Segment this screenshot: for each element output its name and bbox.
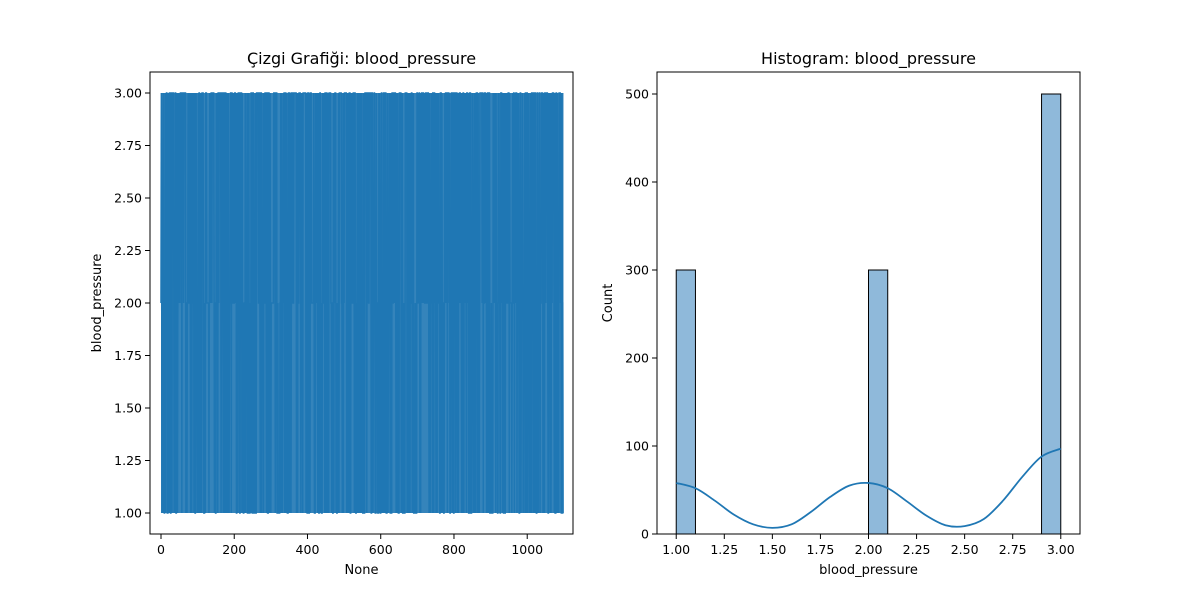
histogram-bar bbox=[868, 269, 889, 535]
line-chart-x-axis: 0 200 400 600 800 1000 bbox=[157, 534, 543, 557]
y-tick-label: 1.50 bbox=[114, 401, 142, 416]
line-chart-x-label: None bbox=[345, 563, 379, 578]
y-tick-label: 100 bbox=[625, 439, 649, 454]
y-tick-label: 2.50 bbox=[114, 191, 142, 206]
y-tick-label: 300 bbox=[625, 263, 649, 278]
histogram-bar bbox=[1041, 93, 1062, 535]
histogram-x-label: blood_pressure bbox=[819, 563, 918, 578]
x-tick-label: 800 bbox=[442, 542, 466, 557]
line-chart-y-label: blood_pressure bbox=[90, 254, 105, 353]
x-tick-label: 600 bbox=[369, 542, 393, 557]
y-tick-label: 500 bbox=[625, 87, 649, 102]
histogram-y-axis: 0 100 200 300 400 500 bbox=[625, 87, 657, 542]
line-chart-frame bbox=[149, 71, 574, 535]
x-tick-label: 3.00 bbox=[1047, 542, 1075, 557]
x-tick-label: 2.50 bbox=[951, 542, 979, 557]
line-series-density bbox=[160, 93, 564, 513]
x-tick-label: 1.50 bbox=[758, 542, 786, 557]
histogram-x-axis: 1.00 1.25 1.50 1.75 2.00 2.25 2.50 2.75 3.00 bbox=[662, 534, 1075, 557]
y-tick-label: 1.00 bbox=[114, 506, 142, 521]
x-tick-label: 200 bbox=[222, 542, 246, 557]
x-tick-label: 1.25 bbox=[710, 542, 738, 557]
line-chart-y-axis: 1.00 1.25 1.50 1.75 2.00 2.25 2.50 2.75 3.00 bbox=[114, 86, 150, 521]
y-tick-label: 2.75 bbox=[114, 138, 142, 153]
histogram-title: Histogram: blood_pressure bbox=[761, 49, 976, 69]
kde-curve bbox=[675, 447, 1062, 529]
y-tick-label: 2.00 bbox=[114, 296, 142, 311]
histogram-chart: Histogram: blood_pressure 1.00 1.25 1.50 1.… bbox=[601, 49, 1081, 578]
y-tick-label: 400 bbox=[625, 175, 649, 190]
x-tick-label: 0 bbox=[157, 542, 165, 557]
x-tick-label: 1.75 bbox=[807, 542, 835, 557]
line-chart: Çizgi Grafiği: blood_pressure 0 200 400 600… bbox=[90, 49, 574, 578]
x-tick-label: 2.75 bbox=[999, 542, 1027, 557]
y-tick-label: 3.00 bbox=[114, 86, 142, 101]
y-tick-label: 1.75 bbox=[114, 348, 142, 363]
histogram-plot-area bbox=[675, 93, 1062, 535]
histogram-y-label: Count bbox=[601, 284, 616, 323]
line-chart-title: Çizgi Grafiği: blood_pressure bbox=[247, 49, 476, 69]
y-tick-label: 2.25 bbox=[114, 243, 142, 258]
y-tick-label: 0 bbox=[641, 527, 649, 542]
y-tick-label: 1.25 bbox=[114, 453, 142, 468]
histogram-bar bbox=[675, 269, 696, 535]
x-tick-label: 400 bbox=[296, 542, 320, 557]
x-tick-label: 2.25 bbox=[903, 542, 931, 557]
line-chart-plot-area bbox=[160, 92, 564, 514]
histogram-frame bbox=[656, 71, 1081, 535]
x-tick-label: 1.00 bbox=[662, 542, 690, 557]
y-tick-label: 200 bbox=[625, 351, 649, 366]
x-tick-label: 1000 bbox=[511, 542, 543, 557]
x-tick-label: 2.00 bbox=[855, 542, 883, 557]
